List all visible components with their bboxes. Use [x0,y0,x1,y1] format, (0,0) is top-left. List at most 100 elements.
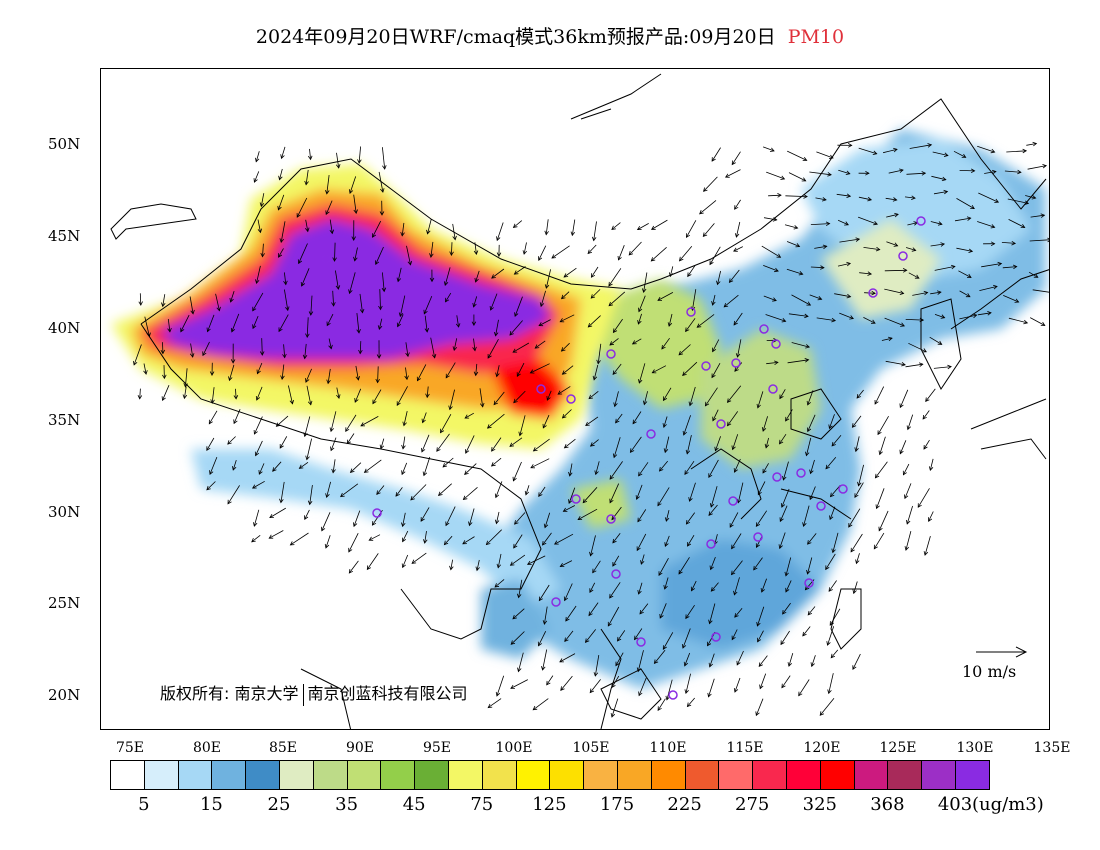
wind-arrowhead [970,168,976,174]
wind-arrowhead [688,401,693,407]
wind-arrow [406,245,411,265]
wind-arrow [763,217,777,221]
wind-arrowhead [711,157,716,162]
wind-arrow [281,146,286,159]
wind-arrow [852,653,861,670]
wind-arrowhead [870,319,876,324]
wind-arrow [852,415,862,428]
wind-arrowhead [275,422,281,427]
wind-arrowhead [260,252,265,258]
wind-arrowhead [227,440,232,445]
wind-arrow [436,433,450,452]
wind-arrowhead [437,491,443,496]
wind-arrow [687,697,696,707]
wind-arrow [139,388,141,399]
wind-arrowhead [733,320,738,326]
wind-arrowhead [513,270,519,275]
wind-arrowhead [183,383,188,388]
wind-arrow [309,485,313,505]
wind-arrow [815,197,827,201]
wind-arrowhead [325,210,330,216]
wind-arrowhead [793,225,799,230]
wind-arrowhead [468,521,473,527]
wind-arrow [359,341,362,354]
wind-arrowhead [161,396,166,402]
colorbar-label: 175 [599,794,635,815]
wind-arrowhead [764,443,770,449]
wind-arrowhead [133,360,138,366]
wind-arrow [1007,198,1029,204]
wind-arrowhead [651,369,657,374]
wind-arrow [788,652,794,667]
wind-arrowhead [640,560,645,565]
wind-arrow [638,677,647,696]
wind-arrowhead [285,306,290,312]
colorbar-label: 15 [199,794,223,815]
wind-arrowhead [887,336,893,342]
wind-arrow [709,653,715,667]
wind-arrow [711,363,721,378]
wind-arrow [881,337,893,341]
copyright-notice: 版权所有: 南京大学 南京创蓝科技有限公司 [160,680,468,706]
wind-arrowhead [300,281,306,287]
wind-arrow [376,485,385,495]
wind-arrowhead [464,470,469,475]
wind-arrowhead [517,667,522,673]
wind-arrow [682,361,698,376]
wind-arrow [691,580,697,591]
wind-arrowhead [233,419,238,425]
lon-label-115: 115E [726,740,764,756]
wind-arrow [907,222,918,226]
wind-arrowhead [1012,264,1018,270]
wind-arrowhead [711,301,716,306]
wind-arrowhead [491,274,496,279]
wind-arrow [687,264,696,277]
colorbar-label: 275 [735,794,770,815]
wind-arrow [490,293,498,311]
wind-arrow [757,630,764,642]
wind-arrowhead [761,427,767,432]
wind-arrow [905,319,924,321]
wind-arrowhead [696,323,702,328]
wind-arrow [260,193,265,207]
wind-arrowhead [611,225,616,231]
wind-arrowhead [947,364,952,370]
wind-arrow [879,436,886,455]
wind-arrowhead [851,423,857,428]
wind-arrow [737,482,744,503]
wind-arrowhead [678,256,684,262]
wind-arrowhead [357,159,362,164]
wind-arrow [280,481,285,503]
wind-arrow [395,487,403,497]
wind-arrow [593,364,599,380]
wind-arrowhead [493,400,498,406]
wind-arrow [762,146,775,152]
wind-arrowhead [216,306,221,312]
wind-arrowhead [401,522,406,528]
wind-arrowhead [326,321,331,327]
wind-arrow [785,557,792,576]
wind-arrowhead [911,247,917,252]
wind-arrow [252,480,265,489]
wind-arrow [689,386,696,406]
wind-arrow [757,481,766,495]
wind-arrow [755,698,764,716]
wind-arrow [954,217,971,222]
wind-arrow [809,294,822,300]
wind-arrow [930,291,941,295]
wind-arrow [1029,239,1049,242]
wind-arrowhead [927,143,933,148]
wind-arrowhead [712,416,717,422]
wind-arrowhead [716,280,721,286]
wind-arrowhead [848,143,853,148]
wind-arrowhead [733,468,738,473]
wind-arrow [615,413,623,424]
wind-arrowhead [1040,321,1046,326]
wind-arrowhead [1011,240,1017,246]
wind-arrowhead [496,252,502,258]
wind-arrow [298,243,308,264]
forecast-map[interactable] [100,68,1050,730]
wind-arrow [591,266,599,278]
wind-arrow [445,506,456,526]
wind-arrow [422,412,427,423]
